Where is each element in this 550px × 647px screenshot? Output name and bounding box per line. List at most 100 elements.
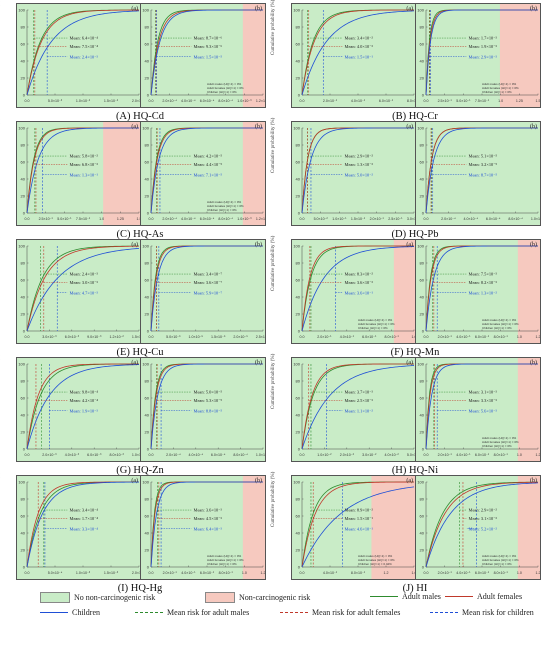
chart-group: Cumulative probability (%) 0 20 40 60 80 100 0.…	[0, 236, 272, 358]
mean-label-adult-males: Mean: 3.6×10⁻³	[194, 508, 223, 513]
x-tick-label: 0.0	[300, 217, 305, 221]
y-tick-label: 100	[293, 126, 300, 131]
panel-letter: (b)	[530, 6, 537, 12]
x-tick-label: 6.0×10⁻³	[65, 335, 80, 339]
risk-region	[499, 4, 540, 107]
panel-plot: 0 20 40 60 80 100 0.0 2.0×10⁻³ 4.0×10⁻³ 6.0×10⁻³ 8…	[18, 362, 141, 458]
x-tick-label: 5.0×10⁻²	[407, 453, 417, 457]
chart-caption: (A) HQ-Cd	[115, 111, 165, 122]
chart-group: Cumulative probability (%) 0 20 40 60 80 100 0.…	[271, 472, 547, 594]
panel-letter: (a)	[131, 360, 138, 366]
x-tick-label: 1.6	[412, 571, 417, 575]
x-tick-label: 0.0	[424, 335, 429, 339]
cdf-curve-adult-females	[150, 245, 263, 332]
x-tick-label: 0.0	[25, 453, 30, 457]
y-tick-label: 60	[21, 278, 26, 283]
x-tick-label: 4.0×10⁻¹	[456, 335, 471, 339]
cdf-curve-adult-females	[301, 9, 414, 96]
x-tick-label: 8.0×10⁻¹	[494, 571, 509, 575]
risk-note: Adult males (HQ>1) = 0%	[207, 554, 242, 558]
panel-plot: 0 20 40 60 80 100 0.0 2.0×10⁻¹ 4.0×10⁻¹ 6.0×10⁻¹ 8…	[293, 8, 416, 104]
x-tick-label: 0.0	[300, 335, 305, 339]
chart-panel: 0 20 40 60 80 100 0.0 3.0×10⁻³ 6.0×10⁻³ 9.0×10⁻³ 1…	[16, 239, 142, 344]
panel-letter: (a)	[131, 6, 138, 12]
mean-label-adult-females: Mean: 1.9×10⁻³	[469, 44, 498, 49]
risk-note: Adult females (HQ>1) = 0%	[207, 86, 244, 90]
cdf-curve-children	[301, 127, 414, 214]
mean-label-adult-females: Mean: 9.3×10⁻⁶	[194, 44, 223, 49]
x-tick-label: 0.0	[424, 453, 429, 457]
risk-note: Adult females (HQ>1) = 0%	[358, 558, 395, 562]
y-tick-label: 60	[21, 396, 26, 401]
y-tick-label: 80	[296, 25, 301, 30]
y-tick-label: 20	[21, 430, 26, 435]
chart-panel: 0 20 40 60 80 100 0.0 2.0×10⁻⁴ 4.0×10⁻⁴ 6.0×10⁻⁴ 8…	[140, 357, 266, 462]
y-tick-label: 80	[145, 25, 150, 30]
y-tick-label: 40	[145, 413, 150, 418]
mean-label-adult-females: Mean: 4.2×10⁻⁴	[70, 398, 99, 403]
y-tick-label: 80	[296, 497, 301, 502]
x-tick-label: 1.2	[536, 335, 541, 339]
risk-note: Children (HQ>1) = 0%	[482, 562, 512, 566]
cdf-curve-children	[425, 482, 539, 568]
y-tick-label: 80	[420, 497, 425, 502]
x-tick-label: 2.5×10⁻¹	[39, 217, 54, 221]
cdf-curve-adult-females	[26, 245, 140, 332]
legend-adult-females-line	[445, 596, 473, 597]
y-axis-label: Cumulative probability (%)	[271, 353, 276, 409]
legend-adult-males-label: Adult males	[402, 592, 441, 601]
y-tick-label: 80	[420, 261, 425, 266]
y-tick-label: 20	[296, 76, 301, 81]
x-tick-label: 6.0×10⁻³	[87, 453, 102, 457]
y-tick-label: 100	[417, 8, 424, 13]
x-tick-label: 5.0×10⁻³	[48, 99, 63, 103]
x-tick-label: 2.0×10⁻¹	[438, 571, 453, 575]
cdf-curve-adult-females	[301, 481, 414, 568]
panel-letter: (b)	[530, 242, 537, 248]
y-tick-label: 100	[18, 480, 25, 485]
cdf-curve-children	[150, 481, 263, 568]
panel-letter: (a)	[406, 242, 413, 248]
panel-plot: 0 20 40 60 80 100 0.0 5.0×10⁻⁴ 1.0×10⁻³ 1.5×10⁻³ 2…	[18, 480, 141, 576]
mean-label-children: Mean: 5.6×10⁻³	[469, 408, 498, 413]
x-tick-label: 8.0×10⁻⁴	[218, 99, 233, 103]
x-tick-label: 1.0×10⁻³	[76, 571, 91, 575]
mean-label-adult-females: Mean: 5.3×10⁻⁵	[194, 398, 223, 403]
y-tick-label: 80	[145, 379, 150, 384]
mean-label-adult-females: Mean: 8.2×10⁻³	[469, 280, 498, 285]
x-tick-label: 0.0	[25, 571, 30, 575]
x-tick-label: 1.0×10⁻²	[76, 99, 91, 103]
chart-caption: (G) HQ-Zn	[116, 465, 164, 476]
y-tick-label: 0	[422, 211, 425, 216]
legend-children-line	[40, 612, 68, 613]
mean-label-adult-males: Mean: 8.3×10⁻²	[345, 272, 374, 277]
x-tick-label: 4.0×10⁻¹	[456, 571, 471, 575]
cdf-curve-children	[26, 127, 139, 214]
y-tick-label: 20	[420, 430, 425, 435]
risk-region	[103, 122, 141, 225]
y-tick-label: 100	[18, 126, 25, 131]
x-tick-label: 4.0×10⁻¹	[456, 453, 471, 457]
mean-label-adult-males: Mean: 8.7×10⁻⁶	[194, 36, 223, 41]
mean-label-adult-females: Mean: 4.0×10⁻²	[345, 44, 374, 49]
chart-panel: 0 20 40 60 80 100 0.0 2.0×10⁻¹ 4.0×10⁻¹ 6.0×10⁻¹ 8…	[415, 239, 541, 344]
x-tick-label: 2.0×10⁻¹	[438, 335, 453, 339]
y-axis-label: Cumulative probability (%)	[271, 235, 276, 291]
x-tick-label: 4.0×10⁻⁴	[464, 217, 479, 221]
x-tick-label: 0.0	[149, 99, 154, 103]
panel-letter: (b)	[255, 360, 262, 366]
mean-label-children: Mean: 3.6×10⁻¹	[345, 290, 374, 295]
risk-note: Adult males (HQ>1) = 0%	[482, 436, 517, 440]
risk-note: Adult females (HQ>1) = 0%	[482, 558, 519, 562]
panel-plot: 0 20 40 60 80 100 0.0 2.5×10⁻¹ 5.0×10⁻¹ 7.5×10⁻¹ 1…	[18, 122, 141, 225]
x-tick-label: 4.0×10⁻⁴	[181, 217, 196, 221]
mean-label-adult-females: Mean: 4.5×10⁻³	[194, 516, 223, 521]
panel-letter: (a)	[131, 242, 138, 248]
chart-panel: 0 20 40 60 80 100 0.0 2.5×10⁻¹ 5.0×10⁻¹ 7.5×10⁻¹ 1…	[415, 3, 541, 108]
risk-note: Children (HQ>1) = 0%	[207, 562, 237, 566]
y-tick-label: 80	[145, 497, 150, 502]
y-tick-label: 0	[23, 93, 26, 98]
mean-label-children: Mean: 1.3×10⁻²	[469, 290, 498, 295]
x-tick-label: 2.0×10⁻¹	[163, 571, 178, 575]
y-tick-label: 80	[296, 261, 301, 266]
